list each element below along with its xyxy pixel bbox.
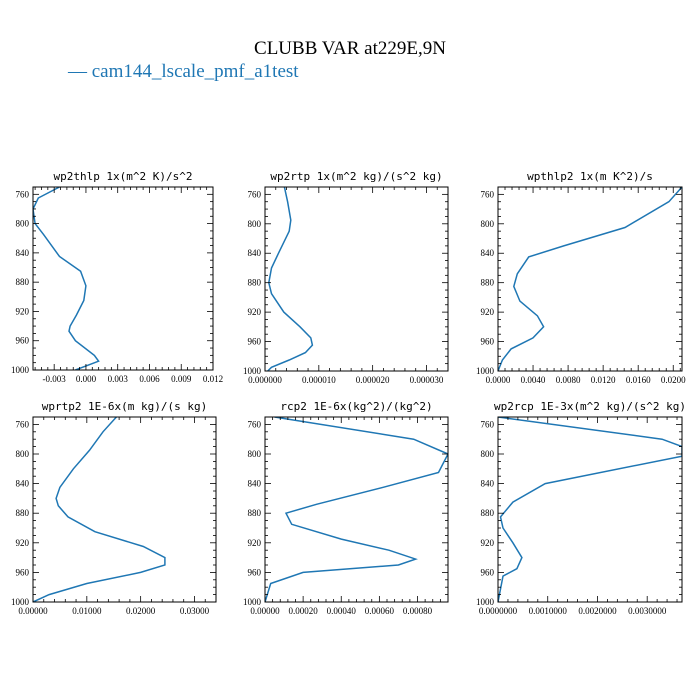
subplot-title: wp2rtp 1x(m^2 kg)/(s^2 kg) bbox=[270, 170, 442, 183]
x-tick-label: 0.0120 bbox=[591, 375, 616, 385]
y-tick-label: 1000 bbox=[476, 366, 495, 376]
subplot-1: wp2thlp 1x(m^2 K)/s^2 760 800 840 880 920 960 1… bbox=[11, 170, 223, 384]
x-tick-label: 0.00060 bbox=[365, 606, 395, 616]
y-tick-label: 800 bbox=[16, 219, 30, 229]
subplot-4: wprtp2 1E-6x(m kg)/(s kg) 760 800 840 880 920… bbox=[11, 400, 217, 616]
y-tick-label: 840 bbox=[16, 479, 30, 489]
x-tick-label: 0.0160 bbox=[626, 375, 651, 385]
y-tick-label: 760 bbox=[481, 189, 495, 199]
subplot-5: rcp2 1E-6x(kg^2)/(kg^2) 760 800 840 880 920 96… bbox=[243, 400, 449, 616]
y-tick-label: 880 bbox=[16, 277, 30, 287]
x-tick-label: 0.0000000 bbox=[479, 606, 518, 616]
x-tick-label: 0.00000 bbox=[250, 606, 280, 616]
series-line bbox=[267, 187, 314, 371]
x-tick-label: 0.03000 bbox=[180, 606, 210, 616]
y-tick-label: 960 bbox=[248, 567, 262, 577]
x-tick-label: 0.009 bbox=[171, 374, 192, 384]
y-tick-label: 960 bbox=[481, 337, 495, 347]
subplot-title: rcp2 1E-6x(kg^2)/(kg^2) bbox=[280, 400, 432, 413]
y-tick-label: 920 bbox=[481, 307, 495, 317]
plot-frame bbox=[32, 186, 214, 371]
y-tick-label: 800 bbox=[481, 449, 495, 459]
y-tick-label: 760 bbox=[16, 189, 30, 199]
y-tick-label: 920 bbox=[481, 538, 495, 548]
x-tick-label: 0.000010 bbox=[302, 375, 336, 385]
x-tick-label: 0.00020 bbox=[289, 606, 319, 616]
plot-frame bbox=[497, 186, 683, 372]
y-tick-label: 960 bbox=[16, 336, 30, 346]
y-tick-label: 1000 bbox=[11, 365, 30, 375]
x-tick-label: 0.02000 bbox=[126, 606, 156, 616]
x-tick-label: 0.00000 bbox=[18, 606, 48, 616]
x-tick-label: 0.0000 bbox=[486, 375, 511, 385]
x-tick-label: 0.0080 bbox=[556, 375, 581, 385]
y-tick-label: 840 bbox=[16, 248, 30, 258]
x-tick-label: 0.01000 bbox=[72, 606, 102, 616]
y-tick-label: 760 bbox=[16, 419, 30, 429]
plot-frame bbox=[32, 416, 217, 603]
subplot-title: wpthlp2 1x(m K^2)/s bbox=[527, 170, 653, 183]
subplot-2: wp2rtp 1x(m^2 kg)/(s^2 kg) 760 800 840 880 92… bbox=[243, 170, 449, 385]
x-tick-label: 0.000000 bbox=[248, 375, 282, 385]
x-tick-label: 0.0040 bbox=[521, 375, 546, 385]
y-tick-label: 1000 bbox=[243, 366, 262, 376]
y-tick-label: 840 bbox=[248, 248, 262, 258]
x-tick-label: 0.0030000 bbox=[628, 606, 667, 616]
x-tick-label: 0.000 bbox=[76, 374, 97, 384]
y-tick-label: 840 bbox=[248, 479, 262, 489]
subplot-3: wpthlp2 1x(m K^2)/s 760 800 840 880 920 960 100… bbox=[476, 170, 686, 385]
y-tick-label: 960 bbox=[481, 567, 495, 577]
y-tick-label: 960 bbox=[16, 567, 30, 577]
series-line bbox=[498, 187, 682, 371]
x-tick-label: 0.0200 bbox=[661, 375, 686, 385]
series-line bbox=[33, 187, 100, 370]
y-tick-label: 880 bbox=[248, 508, 262, 518]
plot-frame bbox=[264, 416, 449, 603]
figure-title: CLUBB VAR at229E,9N bbox=[254, 38, 446, 59]
y-tick-label: 920 bbox=[248, 538, 262, 548]
series-line bbox=[33, 417, 166, 602]
y-tick-label: 840 bbox=[481, 248, 495, 258]
x-tick-label: 0.0020000 bbox=[578, 606, 617, 616]
x-tick-label: 0.003 bbox=[108, 374, 129, 384]
x-tick-label: 0.006 bbox=[139, 374, 160, 384]
subplot-title: wp2thlp 1x(m^2 K)/s^2 bbox=[53, 170, 192, 183]
subplot-title: wprtp2 1E-6x(m kg)/(s kg) bbox=[42, 400, 208, 413]
series-line bbox=[265, 417, 448, 602]
y-tick-label: 920 bbox=[16, 538, 30, 548]
y-tick-label: 760 bbox=[248, 189, 262, 199]
y-tick-label: 800 bbox=[248, 449, 262, 459]
y-tick-label: 880 bbox=[481, 508, 495, 518]
panel-grid: wp2thlp 1x(m^2 K)/s^2 760 800 840 880 920 960 1… bbox=[11, 170, 686, 616]
x-tick-label: 0.00040 bbox=[327, 606, 357, 616]
x-tick-label: 0.012 bbox=[203, 374, 223, 384]
y-tick-label: 760 bbox=[481, 419, 495, 429]
x-tick-label: 0.00080 bbox=[403, 606, 433, 616]
x-tick-label: 0.0010000 bbox=[529, 606, 568, 616]
series-line bbox=[498, 417, 682, 602]
legend-entry: — cam144_lscale_pmf_a1test bbox=[67, 61, 299, 82]
y-tick-label: 920 bbox=[16, 306, 30, 316]
y-tick-label: 800 bbox=[248, 219, 262, 229]
y-tick-label: 1000 bbox=[243, 597, 262, 607]
x-tick-label: -0.003 bbox=[43, 374, 67, 384]
y-tick-label: 880 bbox=[248, 278, 262, 288]
y-tick-label: 1000 bbox=[476, 597, 495, 607]
plot-frame bbox=[264, 186, 449, 372]
y-tick-label: 880 bbox=[16, 508, 30, 518]
y-tick-label: 840 bbox=[481, 479, 495, 489]
plot-frame bbox=[497, 416, 683, 603]
subplot-title: wp2rcp 1E-3x(m^2 kg)/(s^2 kg) bbox=[494, 400, 686, 413]
y-tick-label: 1000 bbox=[11, 597, 30, 607]
y-tick-label: 800 bbox=[481, 219, 495, 229]
y-tick-label: 960 bbox=[248, 337, 262, 347]
y-tick-label: 920 bbox=[248, 307, 262, 317]
x-tick-label: 0.000030 bbox=[410, 375, 444, 385]
x-tick-label: 0.000020 bbox=[356, 375, 390, 385]
y-tick-label: 800 bbox=[16, 449, 30, 459]
y-tick-label: 760 bbox=[248, 419, 262, 429]
y-tick-label: 880 bbox=[481, 278, 495, 288]
subplot-6: wp2rcp 1E-3x(m^2 kg)/(s^2 kg) 760 800 840 88… bbox=[476, 400, 686, 616]
